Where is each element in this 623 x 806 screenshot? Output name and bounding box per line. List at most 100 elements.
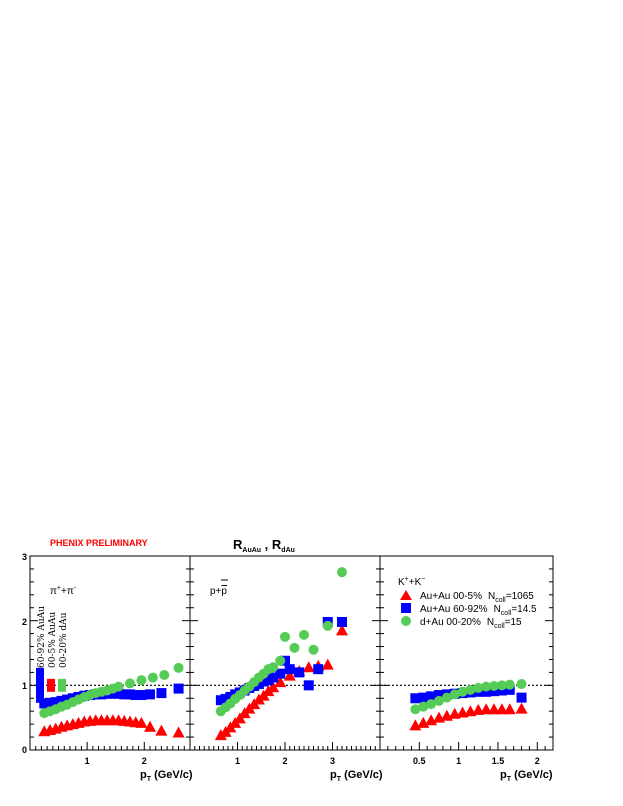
x-axis-title-2: pT (GeV/c) (330, 769, 383, 783)
square-marker (50, 697, 61, 708)
square-marker (481, 686, 492, 697)
circle-marker (516, 679, 527, 690)
square-marker (268, 672, 279, 683)
x-tick-label: 1 (235, 756, 240, 766)
preliminary-label: PHENIX PRELIMINARY (50, 538, 148, 548)
normalization-box (36, 667, 44, 703)
legend: K++K− Au+Au 00-5% Ncoll=1065 Au+Au 60-92%… (398, 576, 537, 630)
circle-marker (441, 692, 452, 703)
circle-marker (473, 682, 484, 693)
y-tick-label-0: 0 (22, 745, 27, 755)
circle-marker (465, 684, 476, 695)
square-marker (284, 664, 295, 675)
y-tick-label-3: 3 (22, 552, 27, 562)
legend-entry-2: d+Au 00-20% Ncoll=15 (420, 617, 522, 630)
pion-panel-label: π++π- (50, 585, 77, 597)
circle-marker (481, 681, 492, 692)
square-marker (173, 683, 184, 694)
y-tick-label-1: 1 (22, 681, 27, 691)
triangle-marker (283, 669, 296, 681)
square-marker (130, 690, 141, 701)
x-axis-title-3: pT (GeV/c) (500, 769, 553, 783)
legend-marker-circle (401, 616, 411, 626)
x-tick-label: 2 (142, 756, 147, 766)
triangle-marker (144, 720, 156, 732)
legend-entry-1: Au+Au 60-92% Ncoll=14.5 (420, 604, 537, 617)
square-marker (39, 698, 50, 709)
square-marker (426, 691, 437, 702)
x-tick-label: 2 (535, 756, 540, 766)
circle-marker (433, 695, 444, 706)
triangle-marker (155, 724, 168, 736)
square-marker (145, 689, 155, 700)
square-marker (313, 664, 324, 675)
legend-title: K++K− (398, 576, 425, 588)
circle-marker (410, 704, 421, 715)
sys-label-dau: 00-20% dAu (59, 612, 69, 668)
x-tick-label: 2 (282, 756, 287, 766)
circle-marker (159, 669, 170, 680)
x-tick-label: 1.5 (492, 756, 505, 766)
circle-marker (136, 675, 147, 686)
square-marker (156, 688, 167, 699)
square-marker (496, 685, 507, 696)
triangle-marker (321, 658, 334, 670)
circle-marker (308, 644, 319, 655)
triangle-marker (503, 703, 516, 715)
circle-marker (449, 689, 460, 700)
circle-marker (173, 662, 184, 673)
x-tick-label: 0.5 (413, 756, 426, 766)
circle-marker (289, 642, 300, 653)
x-tick-label: 1 (85, 756, 90, 766)
triangle-marker (488, 703, 501, 715)
triangle-marker (172, 726, 185, 738)
normalization-box (58, 678, 66, 692)
square-marker (56, 695, 67, 706)
square-marker (516, 692, 527, 703)
circle-marker (496, 680, 507, 691)
normalization-box (47, 678, 55, 692)
square-marker (294, 667, 305, 678)
circle-marker (268, 662, 279, 673)
square-marker (337, 616, 347, 627)
square-marker (119, 689, 130, 700)
legend-marker-square (401, 603, 411, 613)
main-title: RAuAu , RdAu (233, 537, 295, 554)
x-tick-label: 3 (330, 756, 335, 766)
triangle-marker (472, 703, 485, 715)
square-marker (433, 690, 444, 701)
circle-marker (280, 631, 290, 642)
legend-entry-0: Au+Au 00-5% Ncoll=1065 (420, 591, 534, 604)
square-marker (303, 680, 314, 691)
circle-marker (457, 686, 468, 697)
circle-marker (322, 620, 333, 631)
circle-marker (125, 678, 135, 689)
legend-marker-triangle (400, 590, 412, 600)
circle-marker (504, 679, 515, 690)
circle-marker (113, 681, 124, 692)
square-marker (45, 697, 55, 708)
square-marker (418, 692, 429, 703)
triangle-marker (135, 716, 148, 728)
panel-frame (379, 555, 554, 751)
triangle-marker (267, 681, 280, 693)
circle-marker (489, 680, 500, 691)
square-marker (275, 668, 286, 679)
triangle-marker (336, 624, 348, 636)
triangle-marker (480, 703, 493, 715)
circle-marker (337, 567, 347, 578)
x-tick-label: 1 (456, 756, 461, 766)
circle-marker (426, 699, 437, 710)
square-marker (136, 690, 147, 701)
triangle-marker (274, 676, 287, 688)
x-axis-title-1: pT (GeV/c) (140, 769, 193, 783)
triangle-marker (495, 703, 508, 715)
y-tick-labels: 0 1 2 3 (22, 552, 27, 755)
square-marker (125, 689, 135, 700)
square-marker (62, 694, 73, 705)
square-marker (504, 684, 515, 695)
triangle-marker (515, 702, 528, 714)
circle-marker (418, 701, 429, 712)
